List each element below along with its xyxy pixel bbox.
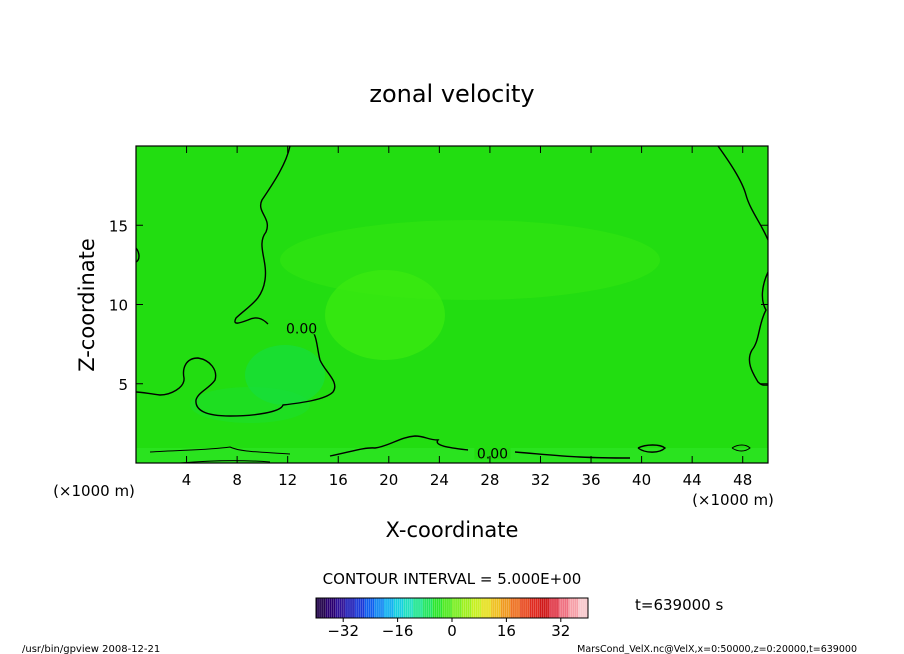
colorbar-swatch <box>461 598 472 618</box>
colorbar-swatch <box>510 598 521 618</box>
field-shade-positive <box>325 270 445 360</box>
colorbar-swatch <box>354 598 365 618</box>
colorbar-swatch <box>384 598 395 618</box>
x-tick-label: 48 <box>733 471 752 489</box>
colorbar-swatch <box>413 598 424 618</box>
x-tick-label: 44 <box>683 471 702 489</box>
x-tick-label: 20 <box>379 471 398 489</box>
contour-interval-text: CONTOUR INTERVAL = 5.000E+00 <box>323 570 582 588</box>
x-tick-label: 40 <box>632 471 651 489</box>
colorbar-swatch <box>520 598 531 618</box>
contour-line <box>329 435 469 457</box>
colorbar-swatch <box>364 598 375 618</box>
colorbar-swatch <box>432 598 443 618</box>
contour-labels: 0.00 0.00 <box>283 319 511 462</box>
colorbar-swatch <box>481 598 492 618</box>
contour-line <box>717 146 768 241</box>
contour-label-bg <box>474 444 511 460</box>
colorbar-swatch <box>490 598 501 618</box>
x-tick-label: 4 <box>182 471 192 489</box>
contour-label: 0.00 <box>286 321 317 337</box>
colorbar-swatch <box>568 598 579 618</box>
contour-line <box>731 444 751 452</box>
colorbar-swatch <box>335 598 346 618</box>
footer-left: /usr/bin/gpview 2008-12-21 <box>22 644 160 654</box>
x-unit-label-right: (×1000 m) <box>692 491 774 509</box>
contour-line <box>748 271 768 386</box>
contour-line <box>514 451 631 459</box>
y-axis-label: Z-coordinate <box>75 238 99 372</box>
colorbar-swatch <box>316 598 327 618</box>
x-tick-label: 8 <box>232 471 242 489</box>
x-tick-label: 32 <box>531 471 550 489</box>
velocity-field <box>136 146 768 463</box>
field-shade-negative <box>245 345 325 405</box>
colorbar-swatch <box>578 598 589 618</box>
colorbar-swatch <box>500 598 511 618</box>
colorbar-swatch <box>442 598 453 618</box>
colorbar-swatch <box>345 598 356 618</box>
y-tick-label: 15 <box>109 217 128 235</box>
colorbar-swatch <box>403 598 414 618</box>
colorbar-swatch <box>471 598 482 618</box>
contour-line <box>179 460 271 463</box>
colorbar-swatch <box>422 598 433 618</box>
contour-line <box>637 444 667 453</box>
contour-line <box>234 146 291 325</box>
contour-lines <box>136 146 768 463</box>
contour-label: 0.00 <box>477 446 508 462</box>
colorbar-swatch <box>393 598 404 618</box>
plot-area: 0.00 0.00 <box>136 146 768 463</box>
colorbar <box>316 598 589 618</box>
x-axis: 4 8 12 16 20 24 28 32 36 40 44 48 <box>182 146 752 489</box>
x-tick-label: 16 <box>329 471 348 489</box>
colorbar-tick-label: −16 <box>382 622 414 640</box>
y-tick-label: 10 <box>109 297 128 315</box>
field-shade-negative <box>190 387 310 423</box>
x-tick-label: 28 <box>480 471 499 489</box>
colorbar-swatch <box>549 598 560 618</box>
colorbar-swatch <box>374 598 385 618</box>
colorbar-swatch <box>558 598 569 618</box>
x-axis-label: X-coordinate <box>386 518 519 542</box>
footer-right: MarsCond_VelX.nc@VelX,x=0:50000,z=0:2000… <box>577 644 857 654</box>
time-label: t=639000 s <box>635 596 723 614</box>
field-shade-positive <box>280 220 660 300</box>
colorbar-tick-label: −32 <box>327 622 359 640</box>
colorbar-ticks: −32 −16 0 16 32 <box>327 618 570 640</box>
contour-line <box>149 446 291 455</box>
contour-line <box>136 324 336 417</box>
x-tick-label: 36 <box>581 471 600 489</box>
colorbar-swatch <box>529 598 540 618</box>
contour-label-bg <box>283 319 320 335</box>
x-unit-label-left: (×1000 m) <box>53 482 135 500</box>
colorbar-tick-label: 32 <box>551 622 570 640</box>
y-axis: 5 10 15 <box>109 217 768 394</box>
colorbar-swatch <box>452 598 463 618</box>
colorbar-tick-label: 0 <box>447 622 457 640</box>
chart-title: zonal velocity <box>369 80 534 108</box>
field-shade-surface <box>136 448 768 463</box>
x-tick-label: 12 <box>278 471 297 489</box>
colorbar-swatch <box>325 598 336 618</box>
contour-line <box>136 247 140 263</box>
colorbar-swatch <box>539 598 550 618</box>
x-tick-label: 24 <box>430 471 449 489</box>
y-tick-label: 5 <box>118 376 128 394</box>
colorbar-tick-label: 16 <box>497 622 516 640</box>
